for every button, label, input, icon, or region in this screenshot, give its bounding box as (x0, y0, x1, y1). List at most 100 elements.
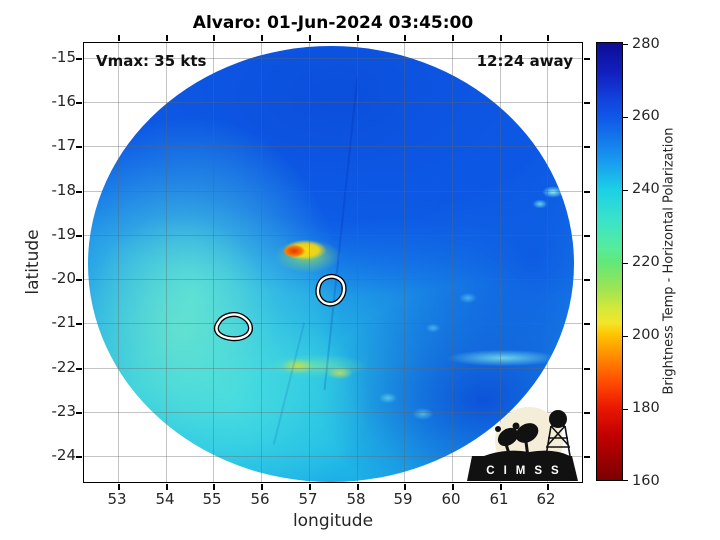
y-gridline (84, 368, 582, 369)
x-axis-tick-top (357, 35, 359, 41)
x-gridline (213, 43, 214, 482)
y-axis-tick (76, 191, 82, 193)
colorbar-tick-label: 180 (632, 400, 660, 416)
y-gridline (84, 235, 582, 236)
x-gridline (118, 43, 119, 482)
x-axis-tick (118, 484, 120, 490)
y-axis-tick-right (584, 368, 590, 370)
x-tick-label: 53 (107, 490, 127, 508)
y-axis-label: latitude (23, 229, 43, 295)
x-axis-tick-top (166, 35, 168, 41)
x-gridline (500, 43, 501, 482)
x-axis-tick-top (213, 35, 215, 41)
x-axis-tick-top (452, 35, 454, 41)
y-tick-label: -16 (51, 92, 77, 110)
y-tick-label: -22 (51, 358, 77, 376)
colorbar-tick (623, 190, 628, 192)
y-gridline (84, 323, 582, 324)
y-axis-tick (76, 323, 82, 325)
y-axis-tick (76, 412, 82, 414)
x-tick-label: 62 (536, 490, 556, 508)
y-gridline (84, 412, 582, 413)
water-tower-tank (549, 410, 567, 428)
x-axis-tick-top (404, 35, 406, 41)
x-gridline (261, 43, 262, 482)
colorbar-tick (623, 336, 628, 338)
x-axis-tick (309, 484, 311, 490)
y-axis-tick-right (584, 146, 590, 148)
vmax-annotation: Vmax: 35 kts (96, 52, 207, 70)
y-axis-tick-right (584, 323, 590, 325)
colorbar (596, 42, 628, 482)
x-axis-tick (213, 484, 215, 490)
x-axis-tick (547, 484, 549, 490)
y-axis-tick-right (584, 412, 590, 414)
x-axis-tick-top (500, 35, 502, 41)
y-axis-tick-right (584, 279, 590, 281)
colorbar-axis-label: Brightness Temp - Horizontal Polarizatio… (661, 127, 677, 395)
x-tick-label: 60 (441, 490, 461, 508)
x-axis-tick-top (261, 35, 263, 41)
y-axis-tick (76, 279, 82, 281)
y-axis-tick-right (584, 102, 590, 104)
colorbar-tick-label: 260 (632, 108, 660, 124)
x-axis-tick (500, 484, 502, 490)
x-axis-tick-top (309, 35, 311, 41)
y-tick-label: -15 (51, 48, 77, 66)
plot-title: Alvaro: 01-Jun-2024 03:45:00 (192, 13, 474, 33)
x-tick-label: 56 (250, 490, 270, 508)
colorbar-tick-label: 160 (632, 473, 660, 489)
x-gridline (452, 43, 453, 482)
x-axis-tick (166, 484, 168, 490)
x-gridline (166, 43, 167, 482)
logo-banner (467, 456, 578, 481)
logo-text: CIMSS (486, 465, 567, 477)
y-gridline (84, 456, 582, 457)
y-axis-tick (76, 235, 82, 237)
x-axis-label: longitude (292, 511, 374, 531)
x-tick-label: 55 (202, 490, 222, 508)
x-axis-tick (357, 484, 359, 490)
colorbar-tick (623, 44, 628, 46)
x-gridline (547, 43, 548, 482)
colorbar-tick-label: 200 (632, 327, 660, 343)
x-axis-tick (452, 484, 454, 490)
brightness-temp-swath (88, 46, 574, 482)
y-tick-label: -20 (51, 269, 77, 287)
colorbar-tick-label: 240 (632, 181, 660, 197)
y-tick-label: -19 (51, 225, 77, 243)
y-gridline (84, 58, 582, 59)
y-axis-tick (76, 146, 82, 148)
satellite-dish-icon (497, 427, 519, 447)
x-tick-label: 58 (346, 490, 366, 508)
plot-area: Vmax: 35 kts 12:24 away CIMSS (76, 35, 590, 490)
dish-feed (512, 422, 520, 430)
y-tick-label: -18 (51, 181, 77, 199)
y-tick-label: -17 (51, 136, 77, 154)
time-away-annotation: 12:24 away (476, 52, 573, 70)
y-axis-tick-right (584, 235, 590, 237)
dish-feed (495, 426, 501, 432)
x-gridline (309, 43, 310, 482)
x-tick-label: 61 (489, 490, 509, 508)
y-axis-tick (76, 456, 82, 458)
y-tick-label: -23 (51, 402, 77, 420)
y-gridline (84, 102, 582, 103)
x-axis-tick (404, 484, 406, 490)
satellite-dish-icon (515, 423, 539, 443)
x-axis-tick-top (118, 35, 120, 41)
swath-seam (272, 322, 306, 445)
x-gridline (404, 43, 405, 482)
swath-seam (323, 76, 359, 391)
y-tick-label: -21 (51, 313, 77, 331)
x-tick-label: 59 (393, 490, 413, 508)
x-gridline (357, 43, 358, 482)
y-axis-tick-right (584, 58, 590, 60)
y-axis-tick (76, 102, 82, 104)
cimss-logo: CIMSS (467, 407, 578, 481)
colorbar-tick-label: 220 (632, 254, 660, 270)
y-gridline (84, 146, 582, 147)
y-gridline (84, 279, 582, 280)
x-tick-label: 57 (298, 490, 318, 508)
